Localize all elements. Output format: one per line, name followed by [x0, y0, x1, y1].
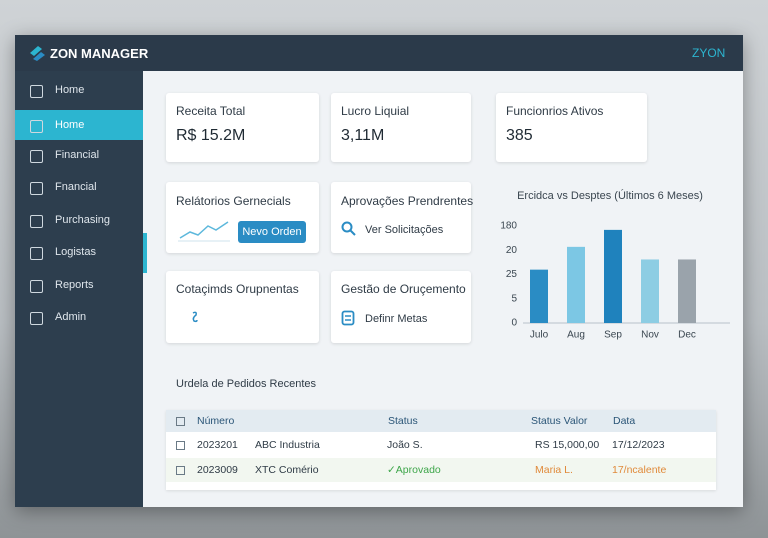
card-label: Aprovações Prendrentes	[341, 194, 474, 208]
card-value: 385	[506, 127, 533, 144]
card	[166, 271, 319, 343]
card-value: 3,11M	[341, 127, 385, 144]
card-label: Receita Total	[176, 104, 246, 118]
sparkline	[178, 221, 230, 242]
table-cell: João S.	[387, 439, 423, 451]
sidebar-item: Admin	[55, 311, 87, 323]
table-cell: ABC Industria	[255, 439, 320, 451]
table-cell: ✓Aprovado	[387, 464, 441, 476]
card-label: Funcionrios Ativos	[506, 104, 604, 118]
card	[331, 93, 471, 162]
sidebar-item: Fnancial	[55, 181, 97, 193]
sidebar-icon	[30, 312, 43, 325]
card	[166, 93, 319, 162]
table-cell: RS 15,000,00	[535, 439, 600, 451]
sidebar	[15, 71, 143, 507]
card-label: Gestão de Oruçemento	[341, 282, 466, 296]
card-label: Relátorios Gernecials	[176, 194, 291, 208]
sidebar-item: Purchasing	[55, 214, 111, 226]
card-label: Lucro Liquial	[341, 104, 410, 118]
doc-icon	[341, 310, 355, 326]
checkbox	[176, 466, 185, 475]
card	[331, 182, 471, 253]
header	[15, 35, 743, 71]
sidebar-icon	[30, 280, 43, 293]
sidebar-icon	[30, 120, 43, 133]
column-header: Data	[613, 415, 636, 427]
header-right: ZYON	[692, 46, 726, 60]
checkbox	[176, 441, 185, 450]
sidebar-item: Reports	[55, 279, 94, 291]
sidebar-item: Home	[55, 84, 85, 96]
table-cell: 2023201	[197, 439, 238, 451]
table-cell: 17/ncalente	[612, 464, 667, 476]
table-cell: 17/12/2023	[612, 439, 665, 451]
icon	[192, 311, 198, 323]
scroll-indicator	[143, 233, 147, 273]
column-header: Status Valor	[531, 415, 588, 427]
sidebar-item: Home	[55, 119, 85, 131]
card	[331, 271, 471, 343]
button[interactable]: Nevo Orden	[238, 221, 306, 243]
card-value: R$ 15.2M	[176, 127, 246, 144]
sidebar-item: Financial	[55, 149, 100, 161]
sidebar-icon	[30, 182, 43, 195]
brand: ZON MANAGER	[50, 46, 149, 61]
table-cell: Maria L.	[535, 464, 573, 476]
card	[496, 93, 647, 162]
sidebar-icon	[30, 85, 43, 98]
table-title: Urdela de Pedidos Recentes	[176, 378, 317, 390]
active-item	[15, 110, 143, 140]
table-cell: 2023009	[197, 464, 238, 476]
sidebar-icon	[30, 247, 43, 260]
column-header: Número	[197, 415, 235, 427]
link[interactable]: Ver Solicitações	[365, 224, 444, 236]
table-cell: XTC Comério	[255, 464, 319, 476]
logo	[30, 46, 45, 61]
link[interactable]: Definr Metas	[365, 313, 428, 325]
sidebar-item: Logistas	[55, 246, 96, 258]
checkbox	[176, 417, 185, 426]
table-header	[166, 410, 716, 432]
card-label: Cotaçimds Orupnentas	[176, 282, 299, 296]
sidebar-icon	[30, 150, 43, 163]
search-icon	[341, 221, 356, 236]
table-row-bg	[166, 458, 716, 482]
column-header: Status	[388, 415, 418, 427]
sidebar-icon	[30, 215, 43, 228]
